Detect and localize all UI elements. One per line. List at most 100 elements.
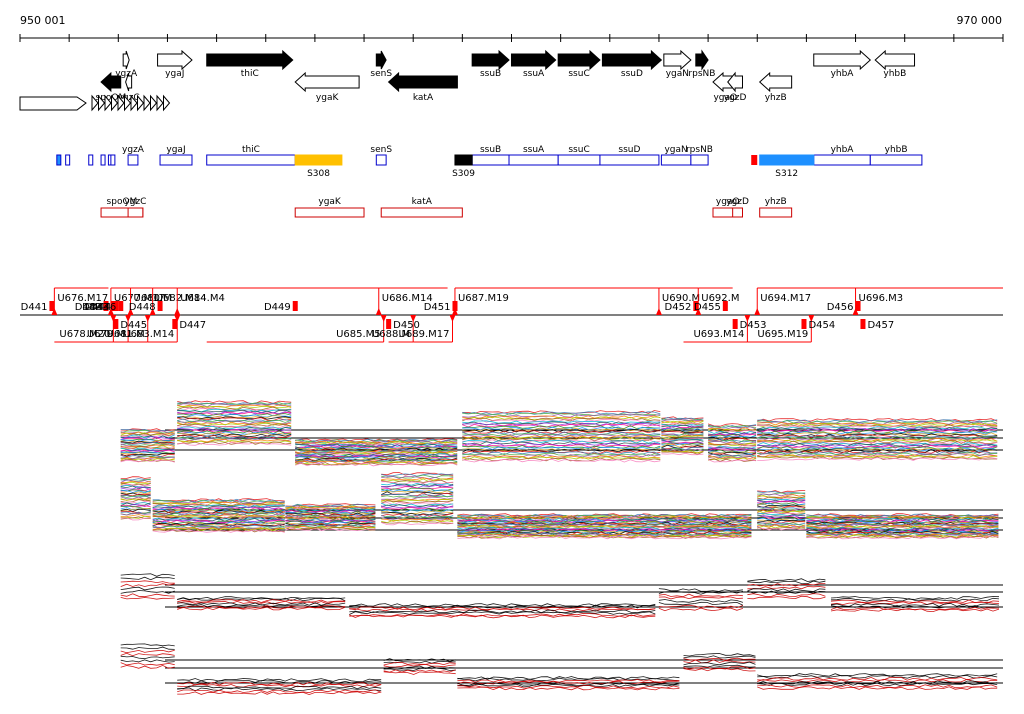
gene-label-ygza: ygzA <box>115 69 138 79</box>
panel-2-trace <box>120 492 999 527</box>
upshift-top-marker <box>695 308 702 315</box>
upshift-top-marker <box>107 308 114 315</box>
gene-arrow-unnamed <box>19 96 87 111</box>
downshift-top-label: D451 <box>424 302 451 313</box>
segment-plus-ygza <box>127 154 139 166</box>
panel-1-trace <box>120 441 998 467</box>
gene-arrow-ygzc <box>125 72 133 92</box>
upshift-bottom-label: U683.M14 <box>123 329 174 340</box>
gene-arrow-sens <box>375 50 387 70</box>
panel-1-trace <box>120 417 998 452</box>
segment-minus-ygzc <box>127 207 144 218</box>
segment-plus-ssuc <box>557 154 601 166</box>
downshift-bottom-label: D445 <box>120 320 147 331</box>
downshift-top-marker <box>693 301 699 311</box>
upshift-top-marker <box>852 308 859 315</box>
panel-3-trace <box>120 586 1000 614</box>
gene-label-ygaj: ygaJ <box>165 69 184 79</box>
coordinate-ruler <box>19 34 1004 42</box>
segment-red-mark <box>751 155 758 165</box>
gene-arrow-kata <box>387 71 458 93</box>
upshift-bottom-label: U689.M17 <box>399 329 450 340</box>
upshift-bottom-label: U688.M <box>372 329 410 340</box>
gene-arrow-small <box>130 94 138 112</box>
gene-arrow-small <box>124 94 132 112</box>
special-segment-label: S309 <box>452 169 475 179</box>
downshift-top-label: D443 <box>82 302 109 313</box>
upshift-bottom-label: U678.M20 <box>59 329 110 340</box>
expression-panels <box>120 400 1003 696</box>
gene-label-ssua: ssuA <box>523 69 545 79</box>
segment-minus-label: ygzC <box>124 197 146 207</box>
upshift-top-label: U682.M14 <box>156 293 207 304</box>
segment-plus-label: yhbA <box>831 145 855 155</box>
panel-4-trace <box>120 649 998 686</box>
gene-label-yhba: yhbA <box>831 69 855 79</box>
gene-label-ssuc: ssuC <box>568 69 589 79</box>
segment-minus-label: ygaK <box>318 197 342 207</box>
upshift-top-label: U694.M17 <box>760 293 811 304</box>
segment-plus-ssua <box>508 154 559 166</box>
downshift-bottom-label: D454 <box>808 320 835 331</box>
upshift-bottom-marker <box>744 315 751 322</box>
upshift-bottom-marker <box>110 315 117 322</box>
gene-arrow-small <box>117 94 125 112</box>
downshift-top-marker <box>113 301 119 311</box>
panel-4-trace <box>120 664 998 696</box>
gene-arrow-small <box>163 94 171 112</box>
segment-small-mark <box>110 154 116 166</box>
segment-plus-label: rpsNB <box>686 145 713 155</box>
panel-3-trace <box>120 595 1000 619</box>
gene-label-thic: thiC <box>241 69 259 79</box>
upshift-top-marker <box>51 308 58 315</box>
gene-label-spoom: spoOM <box>96 93 127 103</box>
upshift-bottom-label: U693.M14 <box>693 329 744 340</box>
coord-start-label: 950 001 <box>20 14 66 27</box>
segment-plus-label: ssuD <box>618 145 640 155</box>
downshift-bottom-label: D453 <box>740 320 767 331</box>
gene-label-ssud: ssuD <box>621 69 643 79</box>
downshift-top-marker <box>292 301 298 311</box>
downshift-bottom-marker <box>732 319 738 329</box>
gene-label-kata: katA <box>413 93 434 103</box>
upshift-top-label: U690.M <box>662 293 700 304</box>
panel-1-trace <box>120 416 998 452</box>
segment-minus-label: ygaO <box>716 197 740 207</box>
downshift-top-label: D449 <box>264 302 291 313</box>
downshift-top-marker <box>118 301 124 311</box>
upshift-top-marker <box>149 308 156 315</box>
segment-plus-label: thiC <box>242 145 260 155</box>
downshift-top-label: D441 <box>21 302 48 313</box>
gene-arrow-small <box>156 94 164 112</box>
gene-arrow-ygzd <box>727 71 743 93</box>
segment-plus-label: ssuC <box>568 145 589 155</box>
downshift-bottom-marker <box>113 319 119 329</box>
gene-label-ygak: ygaK <box>316 93 340 103</box>
gene-arrow-yhba <box>813 49 872 71</box>
downshift-bottom-label: D450 <box>393 320 420 331</box>
gene-arrow-ssud <box>601 49 663 71</box>
segment-plus-label: ygaN <box>664 145 687 155</box>
panel-2-trace <box>120 517 999 540</box>
gene-label-sens: senS <box>370 69 392 79</box>
segment-plus-label: ygaJ <box>166 145 185 155</box>
downshift-bottom-marker <box>860 319 866 329</box>
gene-arrow-ssub <box>471 49 510 71</box>
upshift-top-marker <box>754 308 761 315</box>
upshift-top-marker <box>174 308 181 315</box>
gene-arrow-ssua <box>510 49 557 71</box>
upshift-bottom-label: U695.M19 <box>757 329 808 340</box>
downshift-bottom-marker <box>801 319 807 329</box>
panel-1-trace <box>120 429 998 459</box>
upshift-top-label: U687.M19 <box>458 293 509 304</box>
segment-minus-kata <box>380 207 463 218</box>
coord-end-label: 970 000 <box>957 14 1003 27</box>
downshift-bottom-label: D457 <box>867 320 894 331</box>
upshift-bottom-marker <box>410 315 417 322</box>
segment-track: ygzA ygaJ thiC senS ssuB ssuA ssuC ssuD ygaNrpsN… <box>56 145 923 218</box>
special-segment-label: S308 <box>307 169 330 179</box>
downshift-top-marker <box>452 301 458 311</box>
segment-plus-rpsnb <box>690 154 709 166</box>
